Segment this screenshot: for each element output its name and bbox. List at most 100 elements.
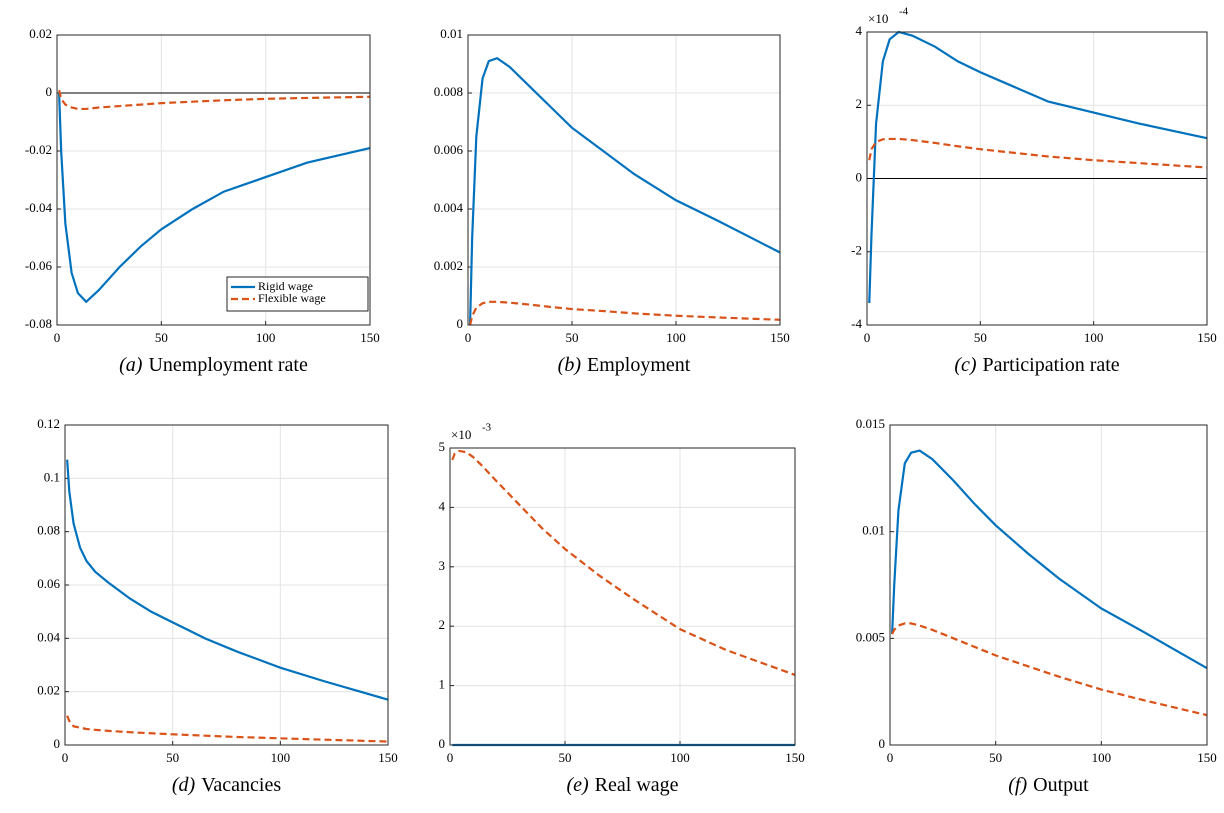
y-tick-label: 0.005 [856,629,885,644]
y-tick-label: 0 [46,84,53,99]
x-tick-label: 0 [54,330,61,345]
y-tick-label: -2 [851,243,862,258]
y-tick-label: 3 [439,558,446,573]
legend-box [226,276,369,312]
axis-exponent: -4 [899,6,909,18]
series-line [891,449,1208,670]
y-tick-label: 0.004 [434,200,464,215]
axes-box [866,31,1208,326]
x-tick-label: 100 [271,750,291,765]
axes-box [64,424,389,746]
x-tick-label: 0 [887,750,894,765]
x-tick-label: 50 [166,750,179,765]
caption: (b) Employment [558,354,691,376]
y-tick-label: 0.02 [29,26,52,41]
y-tick-label: 2 [439,617,446,632]
y-tick-label: 0.06 [37,576,60,591]
x-tick-label: 100 [666,330,686,345]
x-tick-label: 150 [360,330,380,345]
caption-label: (e) [566,774,589,796]
caption-label: (d) [172,774,196,796]
caption-label: (c) [954,354,977,376]
caption-text: Employment [587,354,691,376]
y-tick-label: 0.08 [37,523,60,538]
caption-label: (b) [558,354,582,376]
caption-text: Participation rate [983,354,1120,376]
y-tick-label: 0 [54,736,61,751]
series-line [891,622,1208,717]
legend-label: Flexible wage [258,291,326,305]
y-tick-label: 5 [439,439,446,454]
y-tick-label: 0.01 [440,26,463,41]
caption: (e) Real wage [566,774,678,796]
x-tick-label: 0 [465,330,472,345]
y-tick-label: 0 [856,169,863,184]
x-tick-label: 100 [670,750,690,765]
axes-box [889,424,1208,746]
panel: -0.08 -0.06 -0.04 -0.02 0 0.02 0 50 100 150 Rigid … [25,26,380,376]
axis-exponent: -3 [482,422,492,434]
caption-label: (f) [1008,774,1027,796]
x-tick-label: 0 [447,750,454,765]
caption: (f) Output [1008,774,1089,796]
y-tick-label: 0.1 [44,469,60,484]
caption-text: Real wage [595,774,679,796]
y-tick-label: 1 [439,677,446,692]
y-tick-label: 2 [856,96,863,111]
series-line [66,715,389,743]
x-tick-label: 100 [1092,750,1112,765]
y-tick-label: 4 [439,498,446,513]
x-tick-label: 50 [559,750,572,765]
x-tick-label: 100 [1084,330,1104,345]
series-line [66,459,389,701]
y-tick-label: 0.015 [856,416,885,431]
caption-text: Output [1033,774,1089,796]
caption: (c) Participation rate [954,354,1119,376]
series-line [57,92,371,304]
x-tick-label: 150 [1197,330,1217,345]
series-line [868,30,1208,304]
y-tick-label: 0.02 [37,683,60,698]
x-tick-label: 150 [785,750,805,765]
panel: 0 0.02 0.04 0.06 0.08 0.1 0.12 0 50 100 150 (d) Vaca… [37,416,398,796]
caption: (d) Vacancies [172,774,281,796]
caption-label: (a) [119,354,143,376]
axes-box [467,34,781,326]
caption-text: Vacancies [201,774,281,796]
y-tick-label: 0.01 [862,523,885,538]
y-tick-label: -0.08 [25,316,52,331]
y-tick-label: 0 [879,736,886,751]
x-tick-label: 150 [1197,750,1217,765]
y-tick-label: 0 [457,316,464,331]
y-tick-label: 0.008 [434,84,463,99]
y-tick-label: -4 [851,316,862,331]
plot-area [468,35,780,325]
series-line [451,449,796,676]
panel: -4 -2 0 2 4 0 50 100 150 ×10 -4 (c) Participation ra… [851,6,1217,376]
x-tick-label: 50 [566,330,579,345]
x-tick-label: 100 [256,330,276,345]
axes-box [56,34,371,326]
series-line [58,89,371,111]
series-line [468,56,781,326]
x-tick-label: 150 [378,750,398,765]
y-tick-label: 0 [439,736,446,751]
x-tick-label: 50 [989,750,1002,765]
x-tick-label: 50 [974,330,987,345]
panel: 0 0.005 0.01 0.015 0 50 100 150 (f) Output [856,416,1217,796]
y-tick-label: -0.06 [25,258,53,273]
y-tick-label: 4 [856,23,863,38]
axis-multiplier: ×10 [868,11,888,26]
plot-area [450,448,795,745]
x-tick-label: 0 [62,750,69,765]
y-tick-label: -0.02 [25,142,52,157]
panel: 0 0.002 0.004 0.006 0.008 0.01 0 50 100 150 (b) Emp… [434,26,790,376]
y-tick-label: 0.04 [37,629,60,644]
caption-text: Unemployment rate [148,354,308,376]
x-tick-label: 150 [770,330,790,345]
plot-area [890,425,1207,745]
caption: (a) Unemployment rate [119,354,308,376]
